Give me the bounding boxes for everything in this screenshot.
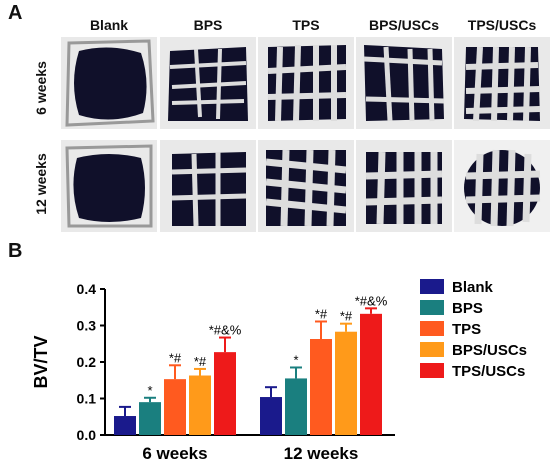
significance-label: *	[293, 352, 298, 367]
significance-label: *#&%	[209, 323, 242, 338]
row-header-12-weeks: 12 weeks	[33, 153, 49, 215]
micro-ct-image-tps-uscs-6w	[454, 37, 550, 129]
micro-ct-image-bps-uscs-12w	[356, 140, 452, 232]
legend-label: BPS/USCs	[452, 342, 527, 359]
legend-label: TPS	[452, 321, 481, 338]
legend-swatch	[420, 321, 444, 336]
legend-swatch	[420, 363, 444, 378]
micro-ct-image-tps-12w	[258, 140, 354, 232]
panel-b-label: B	[8, 240, 23, 262]
micro-ct-image-blank-12w	[61, 140, 157, 232]
significance-label: *#	[169, 350, 182, 365]
row-header-6-weeks: 6 weeks	[33, 61, 49, 115]
significance-label: *#&%	[355, 293, 388, 308]
micro-ct-image-tps-uscs-12w	[454, 140, 550, 232]
micro-ct-image-blank-6w	[61, 37, 157, 129]
micro-ct-image-bps-12w	[160, 140, 256, 232]
bar-bps	[285, 378, 307, 435]
micro-ct-image-tps-6w	[258, 37, 354, 129]
bv-tv-bar-chart: 0.00.10.20.30.4BV/TV**# *#*#&%6 weeks**# *…	[31, 279, 527, 463]
y-axis-label: BV/TV	[31, 335, 51, 388]
x-category-label: 12 weeks	[284, 444, 359, 463]
micro-ct-image-bps-uscs-6w	[356, 37, 452, 129]
significance-label: *#	[340, 309, 353, 324]
y-tick-label: 0.4	[77, 281, 97, 297]
micro-ct-image-bps-6w	[160, 37, 256, 129]
column-header-tps: TPS	[292, 17, 320, 33]
column-header-blank: Blank	[89, 17, 129, 33]
bar-bps-uscs	[189, 375, 211, 435]
column-header-tps-uscs: TPS/USCs	[467, 17, 537, 33]
legend-swatch	[420, 300, 444, 315]
significance-label: *#	[194, 354, 207, 369]
y-tick-label: 0.3	[77, 318, 97, 334]
column-header-bps: BPS	[193, 17, 223, 33]
bar-blank	[114, 416, 136, 435]
significance-label: *#	[315, 306, 328, 321]
legend-label: Blank	[452, 279, 494, 296]
y-tick-label: 0.2	[77, 354, 97, 370]
y-tick-label: 0.1	[77, 391, 97, 407]
bar-tps	[310, 339, 332, 435]
y-tick-label: 0.0	[77, 427, 97, 443]
legend-label: BPS	[452, 300, 483, 317]
legend-swatch	[420, 342, 444, 357]
panel-a-label: A	[8, 2, 23, 24]
bar-tps-uscs	[214, 352, 236, 435]
bar-tps-uscs	[360, 313, 382, 435]
legend-swatch	[420, 279, 444, 294]
bar-tps	[164, 379, 186, 435]
significance-label: *	[147, 383, 152, 398]
bar-bps	[139, 402, 161, 435]
bar-blank	[260, 397, 282, 435]
bar-bps-uscs	[335, 331, 357, 435]
legend-label: TPS/USCs	[452, 363, 525, 380]
x-category-label: 6 weeks	[142, 444, 207, 463]
column-header-bps-uscs: BPS/USCs	[368, 17, 440, 33]
